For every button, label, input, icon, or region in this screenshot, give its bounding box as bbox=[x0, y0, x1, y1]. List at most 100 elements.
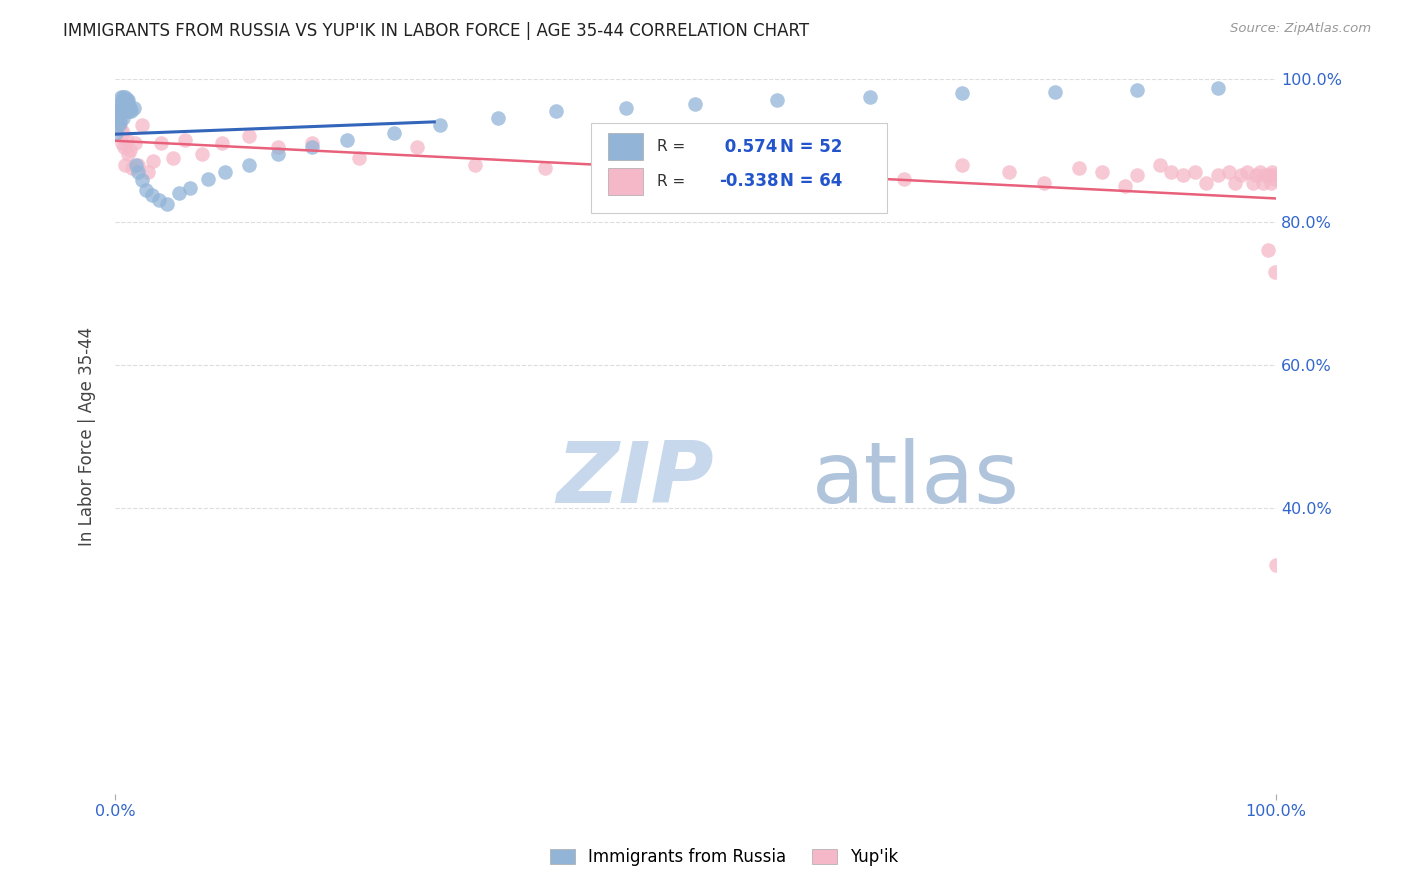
Point bbox=[115, 133, 138, 147]
Point bbox=[1230, 169, 1253, 183]
Point bbox=[110, 122, 132, 136]
Text: ZIP: ZIP bbox=[557, 438, 714, 521]
Point bbox=[115, 104, 138, 119]
Point bbox=[1125, 83, 1147, 97]
Point bbox=[1251, 176, 1274, 190]
Point bbox=[952, 87, 974, 101]
Point bbox=[1264, 265, 1286, 279]
Point bbox=[156, 197, 179, 211]
Point bbox=[108, 112, 131, 126]
Point bbox=[112, 90, 135, 104]
Point bbox=[1241, 176, 1264, 190]
Point bbox=[120, 101, 142, 115]
Point bbox=[112, 126, 135, 140]
Point bbox=[214, 165, 236, 179]
Legend: Immigrants from Russia, Yup'ik: Immigrants from Russia, Yup'ik bbox=[543, 842, 905, 873]
Point bbox=[1261, 165, 1284, 179]
Point bbox=[464, 158, 486, 172]
Text: Source: ZipAtlas.com: Source: ZipAtlas.com bbox=[1230, 22, 1371, 36]
Bar bbox=[609, 168, 643, 194]
Point bbox=[1206, 80, 1229, 95]
Point bbox=[162, 151, 184, 165]
Text: R =: R = bbox=[657, 174, 685, 189]
Point bbox=[105, 112, 128, 126]
Point bbox=[108, 101, 131, 115]
Point bbox=[148, 194, 170, 208]
Point bbox=[112, 112, 135, 126]
Point bbox=[1125, 169, 1147, 183]
Point bbox=[603, 147, 626, 161]
Point bbox=[117, 97, 139, 112]
Point bbox=[1045, 85, 1067, 99]
Point bbox=[120, 104, 142, 119]
Point bbox=[266, 147, 288, 161]
Point bbox=[1254, 169, 1277, 183]
Point bbox=[1264, 172, 1286, 186]
Text: atlas: atlas bbox=[811, 438, 1019, 521]
Point bbox=[150, 136, 173, 151]
Point bbox=[127, 165, 149, 179]
Point bbox=[347, 151, 370, 165]
Point bbox=[114, 90, 136, 104]
Point bbox=[112, 140, 135, 154]
Point bbox=[685, 165, 707, 179]
Point bbox=[105, 108, 128, 122]
Point bbox=[142, 154, 165, 169]
Point bbox=[131, 173, 153, 187]
Point bbox=[486, 112, 509, 126]
Point bbox=[112, 104, 135, 119]
Point bbox=[120, 144, 142, 158]
Point bbox=[1218, 165, 1240, 179]
Y-axis label: In Labor Force | Age 35-44: In Labor Force | Age 35-44 bbox=[79, 326, 96, 546]
Point bbox=[1264, 558, 1286, 572]
Point bbox=[131, 119, 153, 133]
Point bbox=[136, 165, 159, 179]
Point bbox=[107, 104, 129, 119]
Point bbox=[107, 115, 129, 129]
Text: IMMIGRANTS FROM RUSSIA VS YUP'IK IN LABOR FORCE | AGE 35-44 CORRELATION CHART: IMMIGRANTS FROM RUSSIA VS YUP'IK IN LABO… bbox=[63, 22, 810, 40]
Text: R =: R = bbox=[657, 139, 685, 154]
Point bbox=[112, 97, 135, 112]
Point bbox=[429, 119, 451, 133]
Point bbox=[1236, 165, 1258, 179]
Point bbox=[118, 104, 141, 119]
Point bbox=[179, 180, 201, 194]
Point bbox=[1171, 169, 1194, 183]
Point bbox=[1263, 169, 1285, 183]
Point bbox=[111, 101, 134, 115]
Point bbox=[893, 172, 915, 186]
Point bbox=[1114, 179, 1136, 194]
Point bbox=[122, 101, 145, 115]
Point bbox=[405, 140, 427, 154]
Point bbox=[858, 90, 880, 104]
Point bbox=[765, 154, 787, 169]
Point bbox=[105, 126, 128, 140]
Point bbox=[211, 136, 233, 151]
Point bbox=[110, 97, 132, 112]
FancyBboxPatch shape bbox=[591, 123, 887, 212]
Point bbox=[1260, 176, 1282, 190]
Point bbox=[1195, 176, 1218, 190]
Text: -0.338: -0.338 bbox=[718, 172, 778, 190]
Point bbox=[108, 115, 131, 129]
Point bbox=[765, 94, 787, 108]
Point bbox=[1258, 169, 1281, 183]
Point bbox=[238, 129, 260, 144]
Point bbox=[127, 158, 149, 172]
Point bbox=[1032, 176, 1054, 190]
Point bbox=[266, 140, 288, 154]
Point bbox=[952, 158, 974, 172]
Text: N = 64: N = 64 bbox=[780, 172, 842, 190]
Point bbox=[107, 119, 129, 133]
Point bbox=[111, 94, 134, 108]
Point bbox=[197, 172, 219, 186]
Point bbox=[117, 94, 139, 108]
Point bbox=[115, 94, 138, 108]
Point bbox=[117, 147, 139, 161]
Point bbox=[135, 183, 157, 197]
Point bbox=[998, 165, 1021, 179]
Point bbox=[1091, 165, 1114, 179]
Point bbox=[835, 161, 858, 176]
Point bbox=[121, 161, 143, 176]
Point bbox=[1225, 176, 1247, 190]
